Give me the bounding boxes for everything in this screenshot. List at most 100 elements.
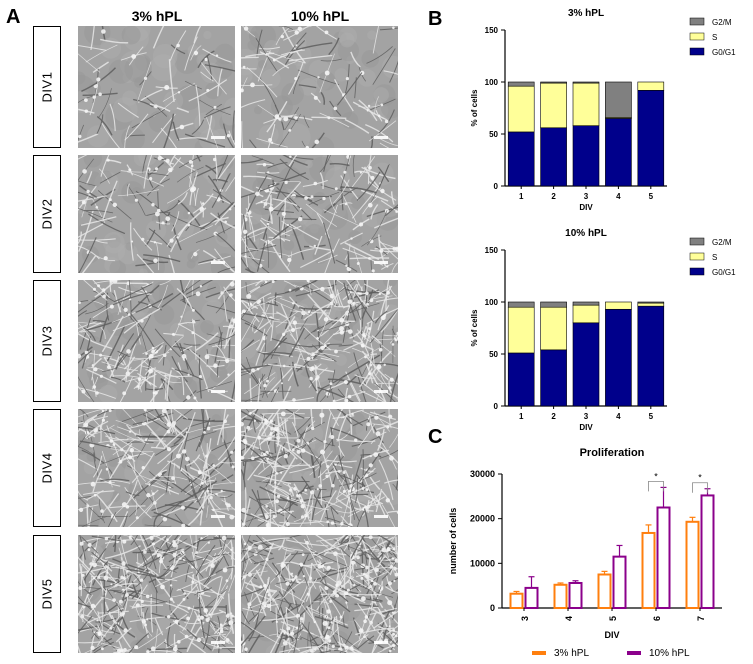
micrograph-div5-3pct bbox=[78, 535, 235, 653]
bar-S-div2 bbox=[540, 82, 567, 129]
legend-label: 10% hPL bbox=[649, 648, 690, 659]
bar-S-div1 bbox=[507, 85, 535, 133]
micrograph-div2-10pct bbox=[241, 155, 398, 273]
bar-G2M-div1 bbox=[507, 81, 535, 87]
significance-marker: * bbox=[654, 471, 658, 481]
scale-bar bbox=[211, 390, 225, 393]
micrograph-div1-10pct bbox=[241, 26, 398, 148]
bar-G2M-div5 bbox=[637, 301, 665, 304]
scale-bar bbox=[211, 515, 225, 518]
x-tick-label: 4 bbox=[616, 412, 621, 421]
legend-swatch-G0G1 bbox=[689, 47, 705, 56]
legend-label: 3% hPL bbox=[554, 648, 589, 659]
y-tick-label: 10000 bbox=[470, 558, 495, 568]
bar-S-div1 bbox=[507, 306, 535, 354]
y-tick-label: 20000 bbox=[470, 514, 495, 524]
bar-G2M-div3 bbox=[572, 81, 600, 84]
bar-3pct-div6 bbox=[641, 531, 656, 609]
legend-label: S bbox=[712, 33, 717, 42]
bar-S-div4 bbox=[605, 301, 632, 310]
legend-label: G0/G1 bbox=[712, 268, 736, 277]
y-tick-label: 0 bbox=[494, 182, 499, 191]
legend-swatch-G2M bbox=[689, 237, 705, 246]
y-tick-label: 100 bbox=[485, 78, 499, 87]
bar-3pct-div4 bbox=[553, 583, 568, 609]
bar-G0G1-div5 bbox=[637, 305, 665, 407]
chart-title: 10% hPL bbox=[565, 228, 607, 239]
bar-G2M-div4 bbox=[605, 81, 632, 118]
x-tick-label: 5 bbox=[649, 412, 654, 421]
x-tick-label: 3 bbox=[584, 192, 589, 201]
bar-G0G1-div5 bbox=[637, 90, 665, 187]
bar-10pct-div5 bbox=[612, 555, 627, 609]
micrograph-div4-10pct bbox=[241, 409, 398, 527]
bar-10pct-div4 bbox=[568, 581, 583, 609]
scale-bar bbox=[211, 261, 225, 264]
bar-S-div3 bbox=[572, 304, 600, 324]
x-axis-label: DIV bbox=[579, 203, 593, 212]
bar-10pct-div3 bbox=[524, 586, 539, 609]
bar-S-div5 bbox=[637, 302, 665, 307]
x-tick-label: 5 bbox=[608, 616, 618, 621]
y-tick-label: 150 bbox=[485, 246, 499, 255]
legend-swatch-S bbox=[689, 32, 705, 41]
bar-S-div2 bbox=[540, 306, 567, 351]
bar-10pct-div6 bbox=[656, 506, 671, 609]
y-tick-label: 0 bbox=[490, 603, 495, 613]
x-tick-label: 1 bbox=[519, 412, 524, 421]
legend-swatch-G0G1 bbox=[689, 267, 705, 276]
micrograph-div1-3pct bbox=[78, 26, 235, 148]
x-tick-label: 1 bbox=[519, 192, 524, 201]
panel-b-label: B bbox=[428, 8, 443, 30]
x-tick-label: 4 bbox=[616, 192, 621, 201]
scale-bar bbox=[211, 136, 225, 139]
proliferation-chart: Proliferation 0 10000 20000 30000 3 4 5 6 7 * * DIV n… bbox=[448, 447, 722, 659]
x-tick-label: 7 bbox=[696, 616, 706, 621]
y-axis-label: % of cells bbox=[470, 89, 479, 126]
y-axis-label: number of cells bbox=[448, 508, 458, 575]
bar-S-div5 bbox=[637, 81, 665, 91]
scale-bar bbox=[374, 641, 388, 644]
bar-G0G1-div3 bbox=[572, 322, 600, 407]
chart-title: Proliferation bbox=[580, 447, 645, 459]
column-header-3pct: 3% hPL bbox=[131, 8, 183, 24]
row-label-div5: DIV5 bbox=[33, 535, 61, 653]
row-label-div3: DIV3 bbox=[33, 280, 61, 402]
x-axis-label: DIV bbox=[579, 423, 593, 432]
x-tick-label: 2 bbox=[551, 412, 556, 421]
bar-3pct-div7 bbox=[685, 520, 700, 609]
bar-10pct-div7 bbox=[700, 494, 715, 609]
bar-G0G1-div4 bbox=[605, 308, 632, 407]
scale-bar bbox=[374, 261, 388, 264]
y-tick-label: 100 bbox=[485, 298, 499, 307]
y-axis-label: % of cells bbox=[470, 309, 479, 346]
bar-G0G1-div4 bbox=[605, 118, 632, 187]
x-tick-label: 6 bbox=[652, 616, 662, 621]
row-label-div1: DIV1 bbox=[33, 26, 61, 148]
x-tick-label: 2 bbox=[551, 192, 556, 201]
bar-G0G1-div2 bbox=[540, 127, 567, 187]
significance-bracket bbox=[648, 481, 664, 492]
scale-bar bbox=[374, 515, 388, 518]
scale-bar bbox=[374, 136, 388, 139]
legend-swatch-G2M bbox=[689, 17, 705, 26]
bar-3pct-div3 bbox=[509, 592, 524, 609]
micrograph-div2-3pct bbox=[78, 155, 235, 273]
panel-a-label: A bbox=[6, 6, 21, 28]
bar-G2M-div2 bbox=[540, 81, 567, 84]
micrograph-div3-10pct bbox=[241, 280, 398, 402]
bar-G0G1-div2 bbox=[540, 349, 567, 407]
y-tick-label: 0 bbox=[494, 402, 499, 411]
bar-G0G1-div1 bbox=[507, 352, 535, 407]
y-tick-label: 150 bbox=[485, 26, 499, 35]
column-header-10pct: 10% hPL bbox=[290, 8, 350, 24]
legend-swatch-S bbox=[689, 252, 705, 261]
y-tick-label: 30000 bbox=[470, 469, 495, 479]
chart-title: 3% hPL bbox=[568, 8, 604, 19]
y-tick-label: 50 bbox=[489, 350, 498, 359]
bar-G2M-div3 bbox=[572, 301, 600, 306]
row-label-div2: DIV2 bbox=[33, 155, 61, 273]
micrograph-div5-10pct bbox=[241, 535, 398, 653]
y-tick-label: 50 bbox=[489, 130, 498, 139]
bar-G2M-div1 bbox=[507, 301, 535, 308]
